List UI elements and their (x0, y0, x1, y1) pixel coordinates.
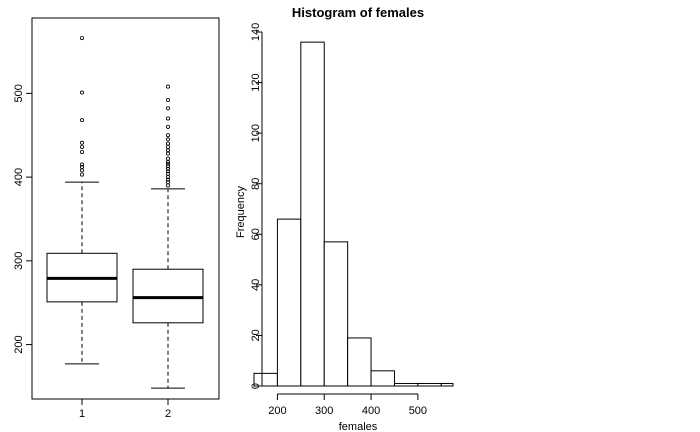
box-outlier (165, 124, 170, 129)
histogram-bar (440, 382, 454, 387)
histogram-y-tick-label: 140 (250, 23, 262, 41)
box-outlier (165, 156, 170, 161)
boxplot-y-tick-label: 200 (13, 335, 25, 353)
boxplot-x-tick-label: 1 (79, 408, 85, 420)
box-outlier (165, 169, 170, 174)
histogram-x-tick-label: 300 (315, 405, 333, 417)
histogram-bar (276, 218, 302, 387)
boxplot-x-tick-label: 2 (165, 408, 171, 420)
histogram-x-label: females (339, 421, 378, 432)
boxplot-frame (31, 17, 220, 400)
histogram-y-tick-label: 20 (250, 329, 262, 341)
histogram-y-tick-label: 40 (250, 279, 262, 291)
box-outlier (165, 116, 170, 121)
box-outlier (80, 140, 85, 145)
box-iqr (132, 268, 204, 324)
histogram-y-axis: 0 20 40 60 80 100 120 140 (250, 23, 263, 389)
histogram-panel: Histogram of females 020406080100120140 … (235, 5, 454, 432)
histogram-bar (323, 241, 349, 387)
histogram-bar (393, 382, 419, 387)
histogram-bar (370, 370, 395, 387)
box-outlier (165, 164, 170, 169)
box-outlier (165, 106, 170, 111)
box-outlier (80, 172, 85, 177)
histogram-bar (347, 337, 372, 387)
box-outlier (165, 180, 170, 185)
histogram-x-axis: 200 300 400 500 (268, 393, 427, 417)
histogram-x-tick-label: 200 (268, 405, 286, 417)
box-outlier (165, 166, 170, 171)
histogram-y-tick-label: 0 (250, 383, 262, 389)
box-outlier (165, 84, 170, 89)
box-outlier (80, 90, 85, 95)
histogram-y-tick-label: 80 (250, 178, 262, 190)
box-outlier (165, 133, 170, 138)
boxplot-y-tick-label: 300 (13, 252, 25, 270)
boxplot-y-tick-label: 400 (13, 168, 25, 186)
box-outlier (165, 151, 170, 156)
box-outlier (165, 177, 170, 182)
boxplot-marks (46, 36, 204, 389)
histogram-bars (253, 41, 454, 387)
box-outlier (165, 141, 170, 146)
box-outlier (165, 144, 170, 149)
histogram-bar (300, 41, 325, 387)
box-outlier (165, 148, 170, 153)
box-outlier (80, 162, 85, 167)
histogram-y-tick-label: 120 (250, 73, 262, 91)
histogram-bar (417, 382, 442, 387)
box-outlier (165, 98, 170, 103)
box-outlier (165, 183, 170, 188)
box-outlier (80, 118, 85, 123)
box-outlier (165, 137, 170, 142)
box-outlier (80, 149, 85, 154)
box-outlier (165, 161, 170, 166)
boxplot-y-tick-label: 500 (13, 84, 25, 102)
histogram-y-label: Frequency (235, 186, 247, 238)
box-outlier (80, 144, 85, 149)
histogram-y-tick-label: 100 (250, 124, 262, 142)
boxplot-y-axis: 200 300 400 500 (13, 84, 33, 354)
box-outlier (80, 168, 85, 173)
histogram-x-tick-label: 500 (409, 405, 427, 417)
box-outlier (80, 165, 85, 170)
box-outlier (80, 36, 85, 41)
box-outlier (165, 171, 170, 176)
histogram-y-tick-label: 60 (250, 228, 262, 240)
histogram-x-tick-label: 400 (362, 405, 380, 417)
histogram-title: Histogram of females (292, 5, 424, 20)
